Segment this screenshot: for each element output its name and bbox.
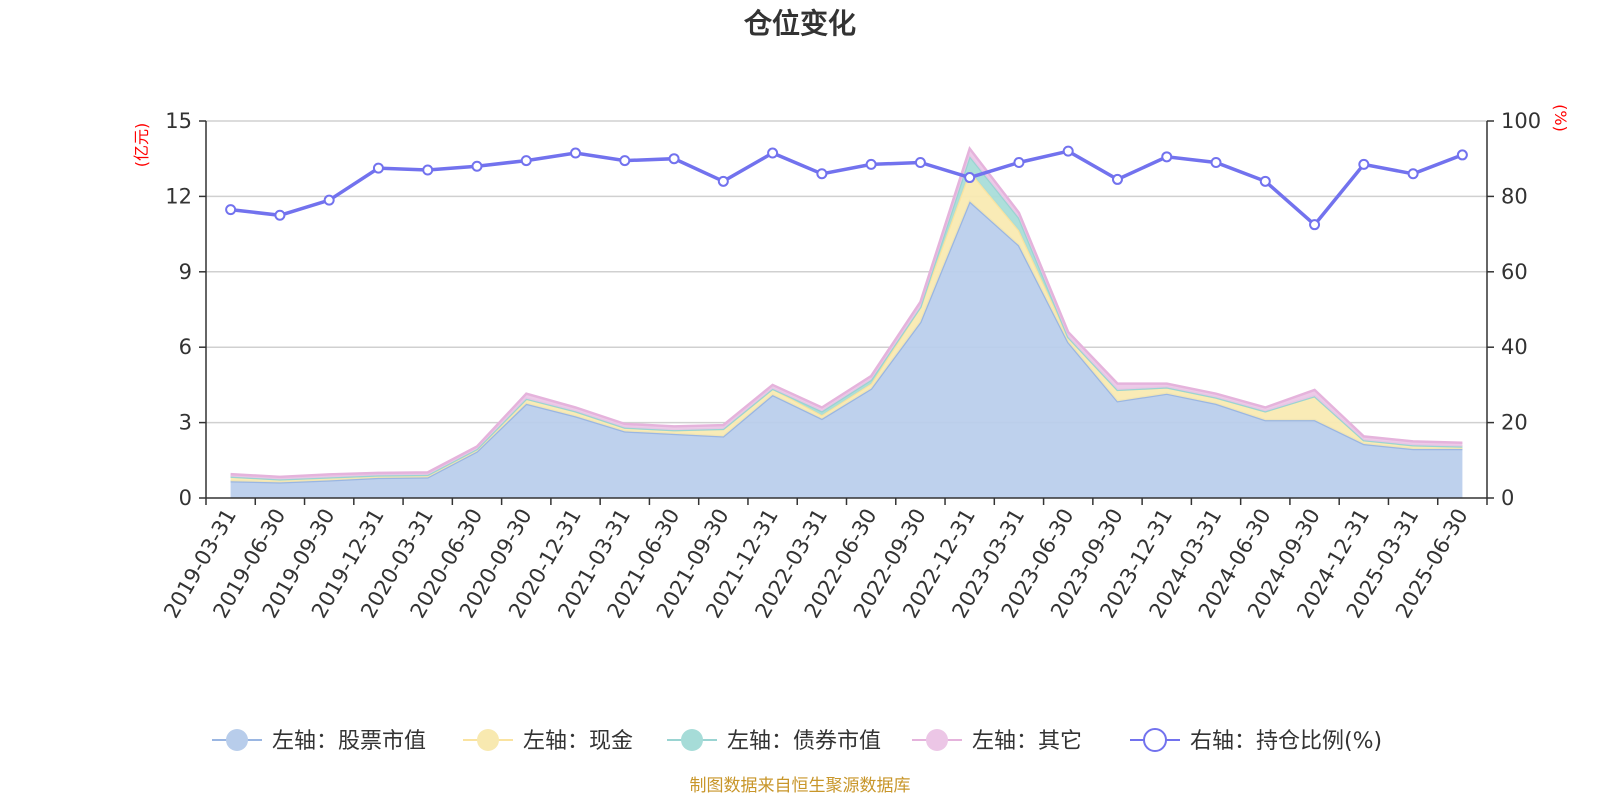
ratio-point bbox=[1062, 145, 1074, 157]
ratio-point bbox=[323, 194, 335, 206]
legend[interactable]: 左轴：股票市值 左轴：现金 左轴：债券市值 左轴：其它 右轴：持仓比例(%) bbox=[212, 728, 1382, 754]
right-tick-label: 0 bbox=[1501, 486, 1514, 510]
left-tick-label: 12 bbox=[165, 184, 192, 208]
ratio-point bbox=[1013, 156, 1025, 168]
right-tick-label: 60 bbox=[1501, 260, 1528, 284]
ratio-point bbox=[422, 164, 434, 176]
right-tick-label: 40 bbox=[1501, 335, 1528, 359]
legend-item[interactable]: 左轴：债券市值 bbox=[667, 729, 881, 754]
legend-label: 右轴：持仓比例(%) bbox=[1190, 729, 1382, 754]
legend-marker bbox=[681, 729, 703, 751]
ratio-point bbox=[1407, 168, 1419, 180]
left-axis-unit: (亿元) bbox=[132, 123, 151, 168]
ratio-point bbox=[717, 175, 729, 187]
ratio-line-path bbox=[230, 149, 1464, 228]
chart-title: 仓位变化 bbox=[744, 7, 856, 40]
legend-label: 左轴：股票市值 bbox=[272, 729, 426, 754]
ratio-point bbox=[471, 160, 483, 172]
right-axis-unit: (%) bbox=[1551, 104, 1570, 132]
ratio-point bbox=[1259, 175, 1271, 187]
grid-lines bbox=[206, 120, 1487, 424]
stacked-areas bbox=[230, 145, 1463, 498]
axes: 036912150204060801002019-03-312019-06-30… bbox=[159, 109, 1541, 622]
ratio-point bbox=[767, 147, 779, 159]
ratio-point bbox=[865, 158, 877, 170]
ratio-point bbox=[1456, 149, 1468, 161]
ratio-point bbox=[914, 156, 926, 168]
ratio-point bbox=[372, 162, 384, 174]
ratio-point bbox=[964, 172, 976, 184]
legend-label: 左轴：其它 bbox=[972, 729, 1082, 754]
ratio-point bbox=[225, 204, 237, 216]
ratio-point bbox=[520, 155, 532, 167]
legend-label: 左轴：现金 bbox=[523, 729, 633, 754]
left-tick-label: 6 bbox=[179, 335, 192, 359]
ratio-point bbox=[1309, 219, 1321, 231]
left-tick-label: 15 bbox=[165, 109, 192, 133]
ratio-point bbox=[1358, 158, 1370, 170]
right-tick-label: 100 bbox=[1501, 109, 1541, 133]
legend-item[interactable]: 左轴：股票市值 bbox=[212, 729, 426, 754]
ratio-point bbox=[1210, 156, 1222, 168]
legend-marker bbox=[477, 729, 499, 751]
right-tick-label: 80 bbox=[1501, 184, 1528, 208]
legend-item[interactable]: 右轴：持仓比例(%) bbox=[1130, 728, 1382, 754]
ratio-point bbox=[668, 153, 680, 165]
legend-label: 左轴：债券市值 bbox=[727, 729, 881, 754]
left-tick-label: 0 bbox=[179, 486, 192, 510]
ratio-point bbox=[619, 155, 631, 167]
legend-marker bbox=[926, 729, 948, 751]
ratio-point bbox=[570, 147, 582, 159]
footer-source: 制图数据来自恒生聚源数据库 bbox=[690, 776, 911, 796]
ratio-point bbox=[816, 168, 828, 180]
legend-item[interactable]: 左轴：其它 bbox=[912, 729, 1082, 754]
ratio-point bbox=[1161, 151, 1173, 163]
area-series-1 bbox=[230, 171, 1463, 483]
legend-item[interactable]: 左轴：现金 bbox=[463, 729, 633, 754]
right-tick-label: 20 bbox=[1501, 411, 1528, 435]
left-tick-label: 9 bbox=[179, 260, 192, 284]
ratio-point bbox=[1111, 173, 1123, 185]
area-edge-3 bbox=[230, 145, 1463, 479]
area-series-0 bbox=[230, 201, 1463, 498]
area-edge-2 bbox=[230, 153, 1463, 481]
legend-marker bbox=[226, 729, 248, 751]
ratio-point bbox=[274, 209, 286, 221]
left-tick-label: 3 bbox=[179, 411, 192, 435]
ratio-line bbox=[225, 145, 1468, 231]
legend-marker bbox=[1143, 728, 1167, 752]
